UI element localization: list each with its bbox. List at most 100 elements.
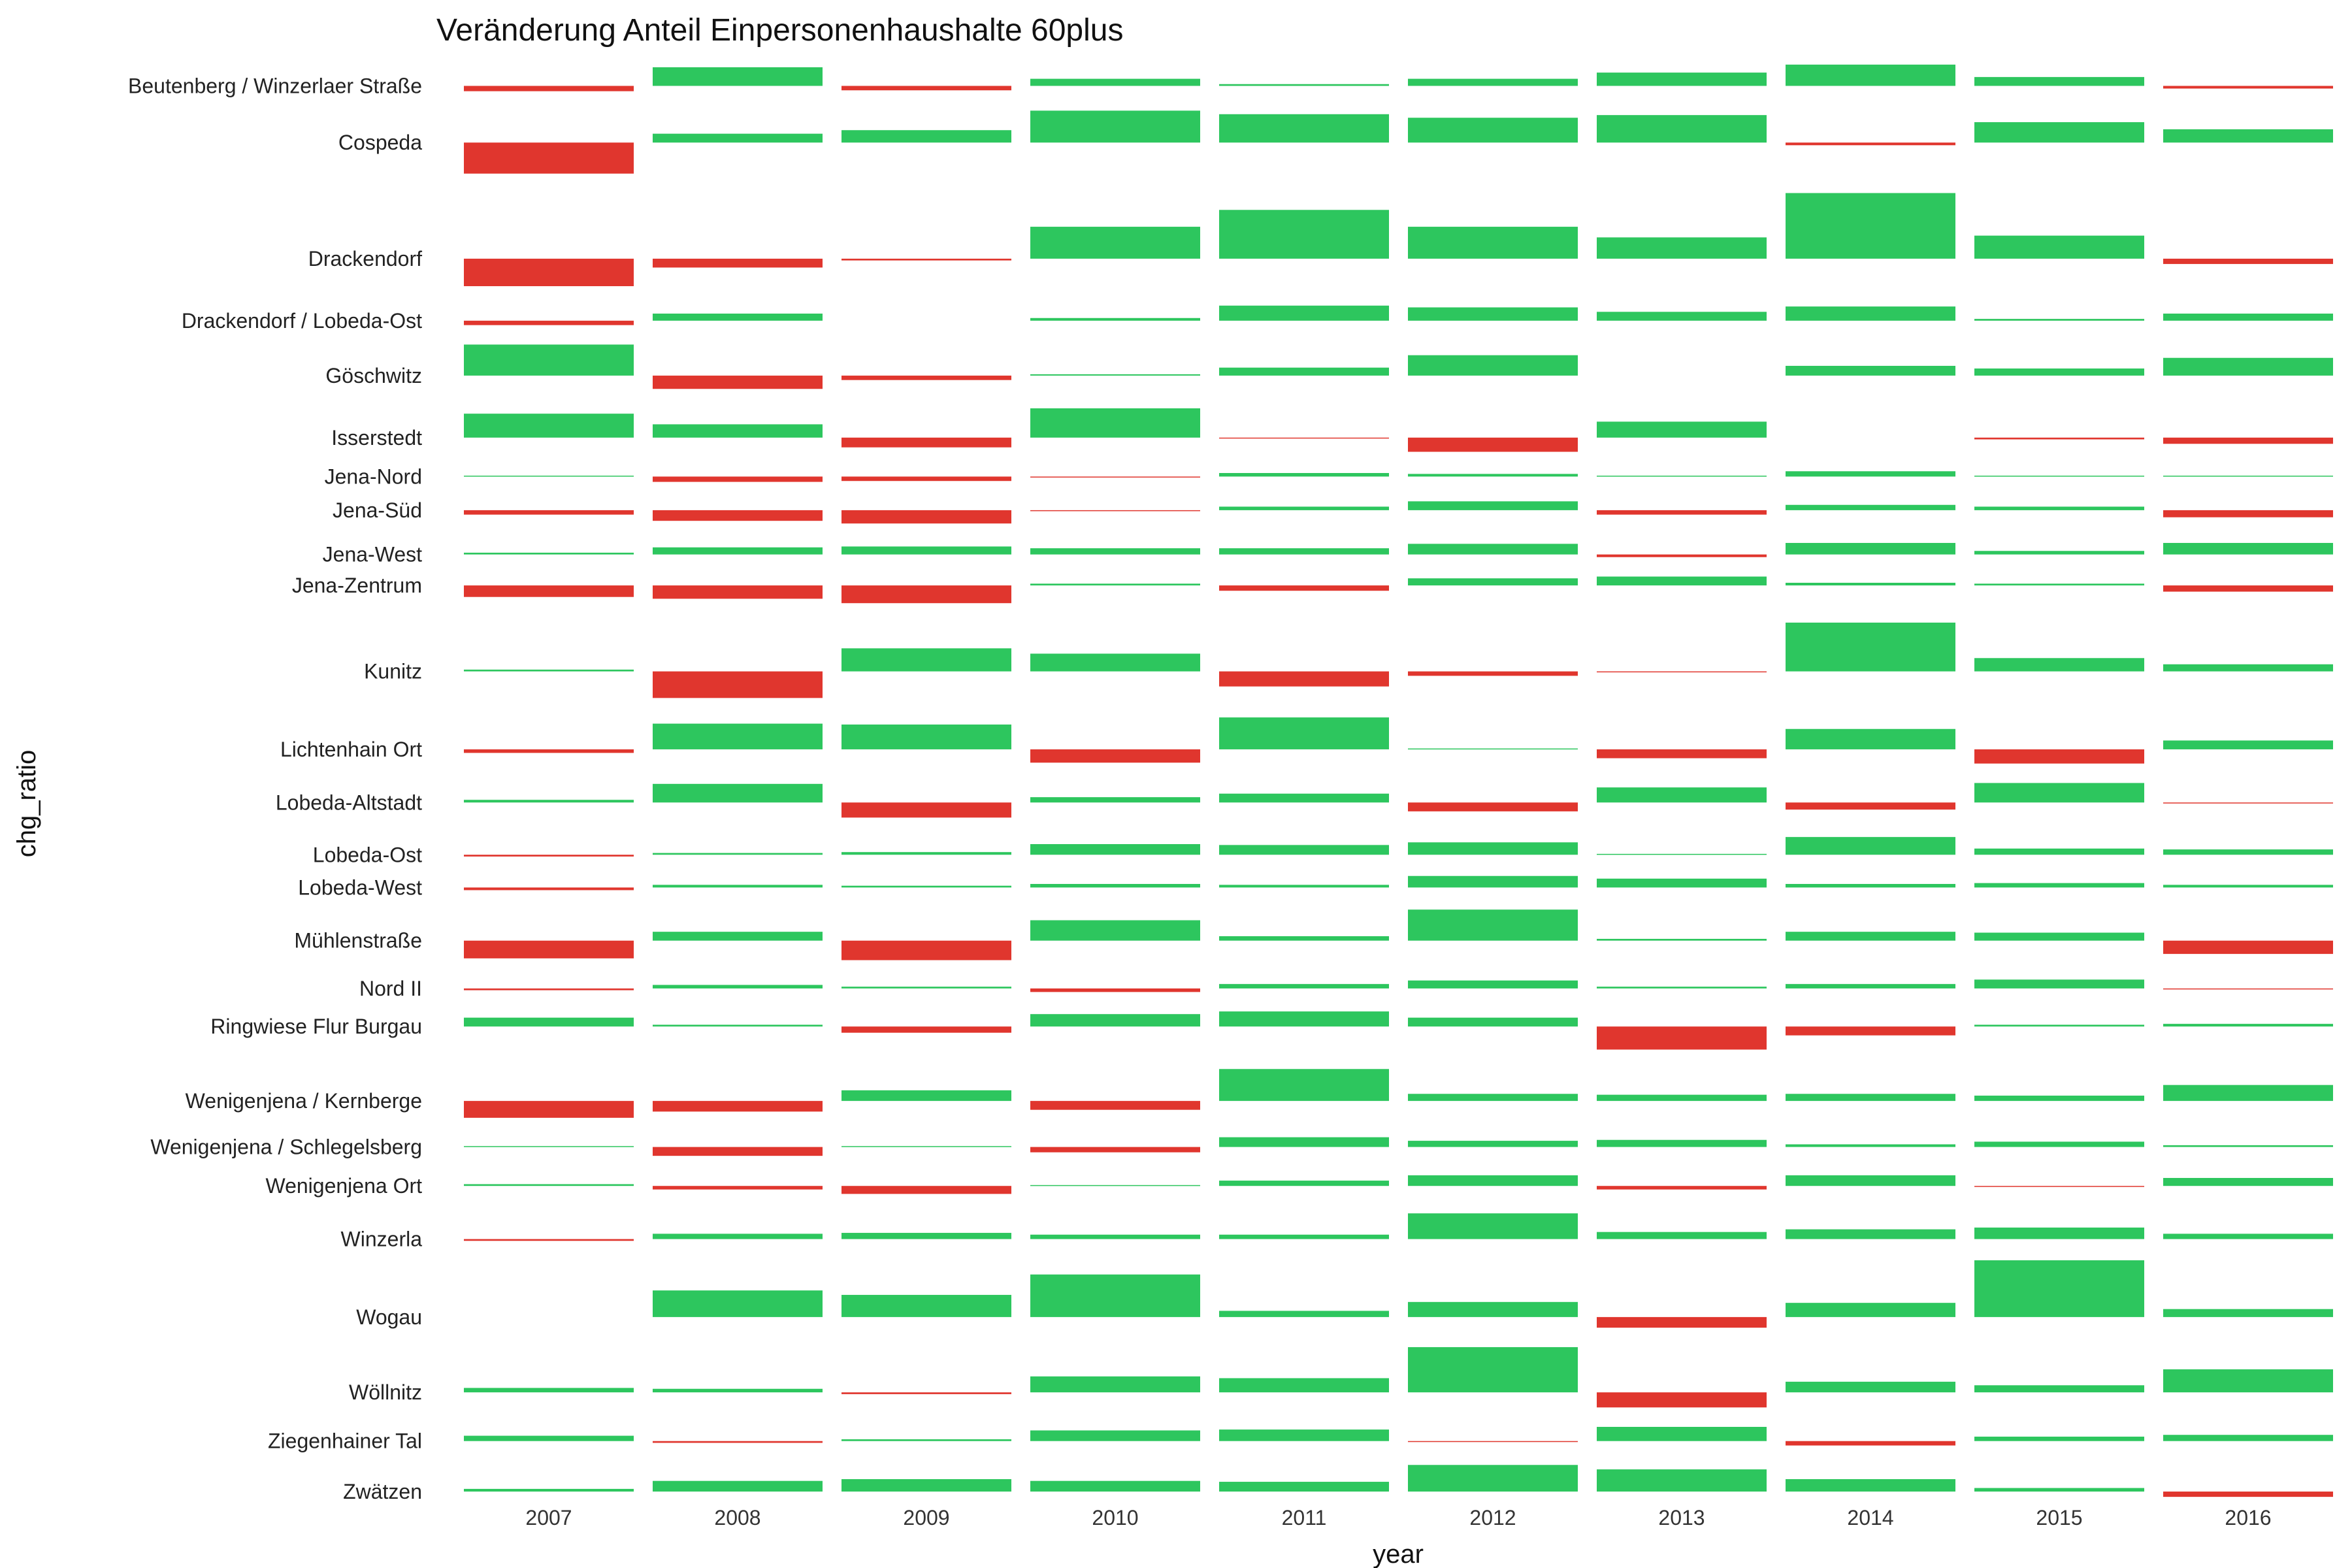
bar bbox=[2163, 1145, 2333, 1147]
bar bbox=[1786, 984, 1955, 988]
row-labels: Beutenberg / Winzerlaer Straße Cospeda Dra… bbox=[128, 74, 422, 1503]
bar bbox=[1408, 980, 1578, 988]
bar bbox=[1597, 476, 1767, 477]
bar bbox=[1786, 1144, 1955, 1147]
row-label: Wenigenjena / Kernberge bbox=[186, 1089, 422, 1113]
bar bbox=[2163, 357, 2333, 376]
bar bbox=[1408, 748, 1578, 750]
bar bbox=[1030, 227, 1200, 259]
bar bbox=[1219, 984, 1389, 988]
bar bbox=[1408, 501, 1578, 510]
bar bbox=[2163, 988, 2333, 990]
bar bbox=[2163, 1491, 2333, 1497]
year-tick-label: 2010 bbox=[1092, 1506, 1138, 1529]
year-tick-label: 2008 bbox=[714, 1506, 760, 1529]
bar bbox=[1974, 749, 2144, 764]
bar bbox=[841, 987, 1011, 988]
bar bbox=[2163, 885, 2333, 888]
bar bbox=[1597, 576, 1767, 586]
bar bbox=[1030, 844, 1200, 855]
bar bbox=[2163, 1177, 2333, 1186]
bar bbox=[1219, 1011, 1389, 1027]
bar bbox=[1786, 193, 1955, 259]
bar bbox=[841, 86, 1011, 91]
row-label: Drackendorf / Lobeda-Ost bbox=[182, 309, 422, 333]
row-label: Ringwiese Flur Burgau bbox=[210, 1015, 422, 1038]
bar bbox=[1974, 437, 2144, 440]
bar bbox=[1219, 585, 1389, 591]
bar bbox=[841, 648, 1011, 672]
bar bbox=[1786, 306, 1955, 321]
bar bbox=[1030, 110, 1200, 143]
bar bbox=[464, 1388, 634, 1393]
bar bbox=[653, 1441, 823, 1443]
bar bbox=[1786, 1478, 1955, 1492]
bar bbox=[653, 671, 823, 698]
bar bbox=[1597, 1316, 1767, 1328]
bar bbox=[464, 1146, 634, 1147]
bar bbox=[464, 1435, 634, 1441]
bar bbox=[1974, 783, 2144, 803]
bar bbox=[1974, 476, 2144, 477]
bar bbox=[1030, 374, 1200, 376]
row-label: Beutenberg / Winzerlaer Straße bbox=[128, 74, 422, 97]
bar bbox=[1597, 939, 1767, 941]
bar bbox=[464, 1239, 634, 1241]
bar bbox=[464, 800, 634, 803]
bar bbox=[1408, 1175, 1578, 1186]
bar bbox=[841, 258, 1011, 261]
row-label: Göschwitz bbox=[325, 364, 422, 387]
bar bbox=[653, 1186, 823, 1190]
bar bbox=[841, 1186, 1011, 1194]
year-tick-label: 2016 bbox=[2225, 1506, 2271, 1529]
bar bbox=[1408, 355, 1578, 376]
bar bbox=[1219, 1482, 1389, 1492]
bar bbox=[1408, 1441, 1578, 1443]
bar bbox=[1219, 1137, 1389, 1147]
row-label: Nord II bbox=[359, 977, 422, 1000]
bar bbox=[1030, 1376, 1200, 1393]
bar bbox=[464, 1488, 634, 1492]
bar bbox=[1597, 237, 1767, 259]
bar bbox=[1974, 979, 2144, 988]
bar bbox=[1408, 1301, 1578, 1317]
row-label: Lobeda-Altstadt bbox=[276, 791, 422, 814]
bar bbox=[464, 86, 634, 91]
row-label: Wogau bbox=[356, 1305, 422, 1329]
bar bbox=[1408, 578, 1578, 586]
bar bbox=[1408, 437, 1578, 452]
bar bbox=[1030, 1430, 1200, 1441]
bar bbox=[1974, 1436, 2144, 1441]
bar bbox=[841, 1392, 1011, 1394]
bar bbox=[1597, 554, 1767, 557]
year-tick-label: 2007 bbox=[525, 1506, 572, 1529]
bar bbox=[1786, 1441, 1955, 1446]
bar bbox=[653, 985, 823, 988]
bar bbox=[1974, 235, 2144, 259]
bar bbox=[2163, 129, 2333, 143]
bar bbox=[841, 1026, 1011, 1033]
bar bbox=[1030, 1234, 1200, 1239]
bar bbox=[1974, 658, 2144, 672]
bar bbox=[2163, 1085, 2333, 1102]
bar bbox=[1408, 1094, 1578, 1102]
bar bbox=[1030, 1147, 1200, 1152]
bar bbox=[1219, 506, 1389, 510]
bar bbox=[464, 320, 634, 325]
bar bbox=[1597, 1426, 1767, 1441]
bar bbox=[1786, 1175, 1955, 1186]
bar bbox=[464, 940, 634, 958]
bar bbox=[653, 133, 823, 143]
bar bbox=[464, 552, 634, 555]
bar bbox=[1974, 848, 2144, 855]
bar bbox=[2163, 740, 2333, 749]
bar bbox=[2163, 1233, 2333, 1239]
bar bbox=[1974, 1385, 2144, 1393]
bar bbox=[1219, 548, 1389, 555]
bar bbox=[1219, 671, 1389, 687]
bar bbox=[1597, 1469, 1767, 1492]
bar bbox=[1974, 1141, 2144, 1147]
row-label: Jena-Zentrum bbox=[292, 574, 422, 597]
bar bbox=[464, 1184, 634, 1186]
bar bbox=[1408, 909, 1578, 941]
